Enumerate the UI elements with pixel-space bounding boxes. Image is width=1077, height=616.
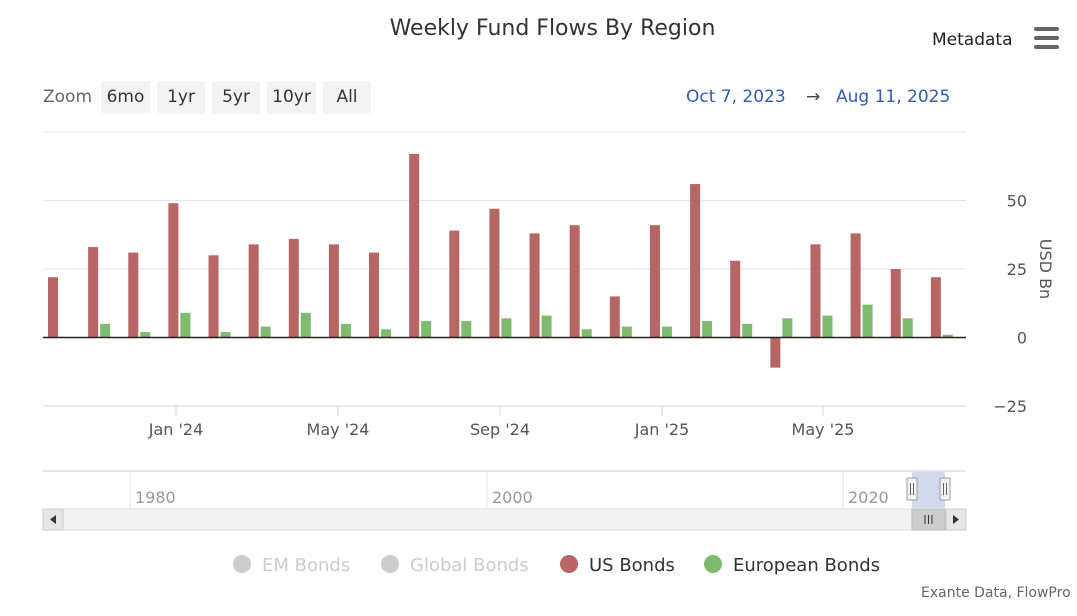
bar-european-bonds <box>702 321 713 338</box>
bar-us-bonds <box>690 184 701 338</box>
x-tick-label: May '25 <box>792 420 855 439</box>
bars <box>48 153 953 368</box>
bar-us-bonds <box>810 244 821 338</box>
hamburger-menu-icon[interactable] <box>1034 27 1059 49</box>
scroll-right-arrow-icon <box>953 515 959 524</box>
bar-european-bonds <box>220 332 231 338</box>
bar-us-bonds <box>649 225 660 338</box>
scrollbar-track <box>42 508 967 531</box>
x-tick-label: Jan '25 <box>634 420 690 439</box>
y-tick-label: 25 <box>1007 260 1027 279</box>
chart-title: Weekly Fund Flows By Region <box>389 16 716 41</box>
zoom-5yr-button[interactable]: 5yr <box>212 81 260 113</box>
legend-label-em-bonds: EM Bonds <box>262 555 350 576</box>
y-tick-label: 0 <box>1017 329 1027 348</box>
zoom-all-button[interactable]: All <box>323 81 371 113</box>
bar-european-bonds <box>862 304 873 338</box>
range-from-date[interactable]: Oct 7, 2023 <box>686 87 786 107</box>
bar-european-bonds <box>942 334 953 338</box>
grid-lines <box>43 131 966 407</box>
legend-label-us-bonds: US Bonds <box>589 555 675 576</box>
bar-us-bonds <box>369 252 380 338</box>
legend-label-global-bonds: Global Bonds <box>410 555 529 576</box>
y-tick-label: −25 <box>993 397 1027 416</box>
bar-european-bonds <box>782 318 793 338</box>
bar-european-bonds <box>100 323 111 338</box>
bar-us-bonds <box>48 277 58 338</box>
legend[interactable]: EM Bonds Global Bonds US Bonds European Bon… <box>233 555 880 576</box>
legend-item-european-bonds[interactable]: European Bonds <box>704 555 880 576</box>
navigator[interactable]: 1980 2000 2020 <box>42 470 967 531</box>
bar-us-bonds <box>128 252 139 338</box>
bar-us-bonds <box>449 230 460 338</box>
bar-us-bonds <box>168 203 179 338</box>
bar-european-bonds <box>300 312 311 338</box>
zoom-10yr-button[interactable]: 10yr <box>267 81 316 113</box>
legend-item-em-bonds[interactable]: EM Bonds <box>233 555 350 576</box>
navigator-handle <box>939 477 951 501</box>
bar-us-bonds <box>730 260 741 338</box>
legend-item-global-bonds[interactable]: Global Bonds <box>381 555 529 576</box>
y-axis-title: USD Bn <box>1036 239 1055 299</box>
range-to-date[interactable]: Aug 11, 2025 <box>836 87 951 107</box>
bar-european-bonds <box>180 312 191 338</box>
x-tick-label: Sep '24 <box>470 420 530 439</box>
bar-us-bonds <box>569 225 580 338</box>
bar-us-bonds <box>850 233 861 338</box>
bar-us-bonds <box>88 247 99 338</box>
x-tick-label: May '24 <box>307 420 370 439</box>
bar-european-bonds <box>822 315 833 338</box>
bar-us-bonds <box>930 277 941 338</box>
bar-european-bonds <box>501 318 512 338</box>
zoom-6mo-button[interactable]: 6mo <box>101 81 150 113</box>
legend-symbol-european-bonds <box>704 555 722 573</box>
y-tick-label: 50 <box>1007 192 1027 211</box>
bar-european-bonds <box>421 321 432 338</box>
bar-european-bonds <box>381 329 392 338</box>
legend-symbol-us-bonds <box>560 555 578 573</box>
zoom-1yr-button[interactable]: 1yr <box>157 81 205 113</box>
legend-item-us-bonds[interactable]: US Bonds <box>560 555 675 576</box>
bar-european-bonds <box>140 332 151 338</box>
legend-symbol-em-bonds <box>233 555 251 573</box>
bar-european-bonds <box>742 323 753 338</box>
navigator-year-label: 2020 <box>848 488 889 507</box>
bar-us-bonds <box>529 233 540 338</box>
x-tick-label: Jan '24 <box>148 420 204 439</box>
bar-us-bonds <box>288 238 299 338</box>
bar-european-bonds <box>461 321 472 338</box>
navigator-year-label: 2000 <box>492 488 533 507</box>
legend-symbol-global-bonds <box>381 555 399 573</box>
bar-european-bonds <box>902 318 913 338</box>
bar-us-bonds <box>890 269 901 338</box>
bar-european-bonds <box>581 329 592 338</box>
bar-us-bonds <box>770 337 781 368</box>
bar-us-bonds <box>409 153 420 338</box>
bar-european-bonds <box>661 326 672 338</box>
navigator-year-label: 1980 <box>135 488 176 507</box>
bar-european-bonds <box>260 326 271 338</box>
legend-label-european-bonds: European Bonds <box>733 555 880 576</box>
bar-european-bonds <box>541 315 552 338</box>
bar-us-bonds <box>609 296 620 338</box>
navigator-handle <box>906 477 918 501</box>
zoom-label: Zoom <box>43 87 93 107</box>
bar-european-bonds <box>340 323 351 338</box>
scroll-left-arrow-icon <box>50 515 56 524</box>
bar-us-bonds <box>489 208 500 338</box>
range-arrow: → <box>806 87 821 107</box>
bar-european-bonds <box>621 326 632 338</box>
bar-us-bonds <box>248 244 259 338</box>
source-credit: Exante Data, FlowPro <box>921 585 1071 601</box>
metadata-link[interactable]: Metadata <box>932 30 1013 50</box>
bar-us-bonds <box>328 244 339 338</box>
bar-us-bonds <box>208 255 219 338</box>
axes: −25 0 25 50 Jan '24 May '24 Sep '24 Jan '25 May … <box>43 192 1055 439</box>
